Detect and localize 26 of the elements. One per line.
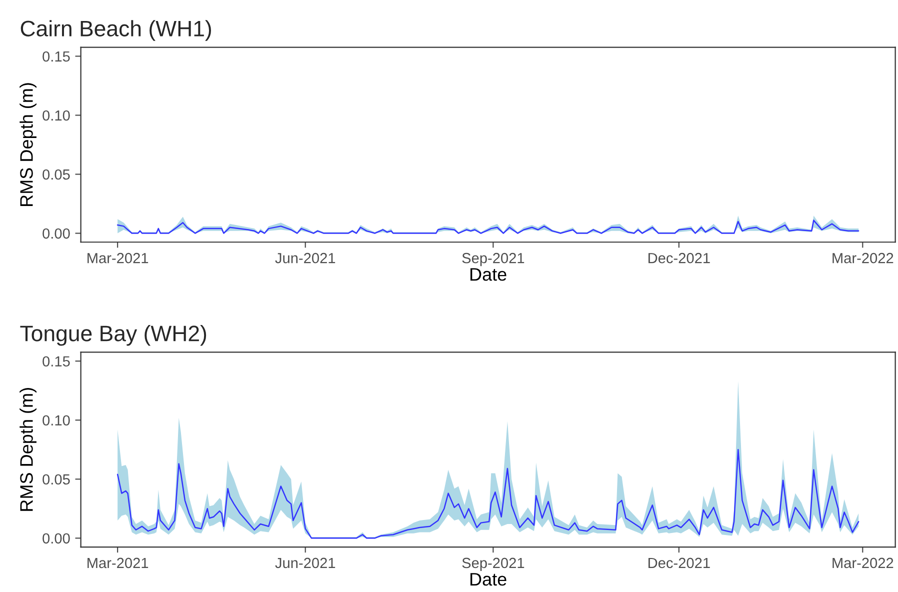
x-axis-title: Date [470, 573, 506, 586]
x-tick-label: Sep-2021 [462, 558, 524, 572]
y-tick-label: 0.10 [42, 110, 70, 121]
x-tick-label: Jun-2021 [275, 558, 336, 568]
x-tick-label: Dec-2021 [648, 558, 710, 568]
x-tick-label: Dec-2021 [648, 252, 710, 264]
x-tick-label: Sep-2021 [462, 252, 524, 266]
y-tick-label: 0.05 [42, 169, 70, 180]
chart-title: Tongue Bay (WH2) [20, 325, 206, 346]
y-tick-label: 0.00 [42, 533, 70, 544]
y-axis-title: RMS Depth (m) [20, 388, 36, 511]
y-tick-label: 0.15 [42, 51, 70, 62]
x-tick-label: Mar-2021 [88, 252, 148, 264]
x-tick-label: Mar-2022 [832, 252, 894, 264]
y-tick-label: 0.15 [42, 356, 70, 367]
y-tick-label: 0.10 [42, 415, 70, 426]
x-tick-label: Mar-2021 [88, 558, 148, 568]
x-tick-label: Mar-2022 [832, 558, 894, 568]
line-series [116, 220, 860, 234]
y-axis-title: RMS Depth (m) [20, 83, 36, 206]
x-tick-label: Jun-2021 [275, 252, 336, 264]
x-axis-title: Date [470, 268, 506, 281]
y-tick-label: 0.05 [42, 474, 70, 485]
line-series [116, 449, 860, 539]
chart-title: Cairn Beach (WH1) [20, 20, 211, 41]
y-tick-label: 0.00 [42, 228, 70, 239]
